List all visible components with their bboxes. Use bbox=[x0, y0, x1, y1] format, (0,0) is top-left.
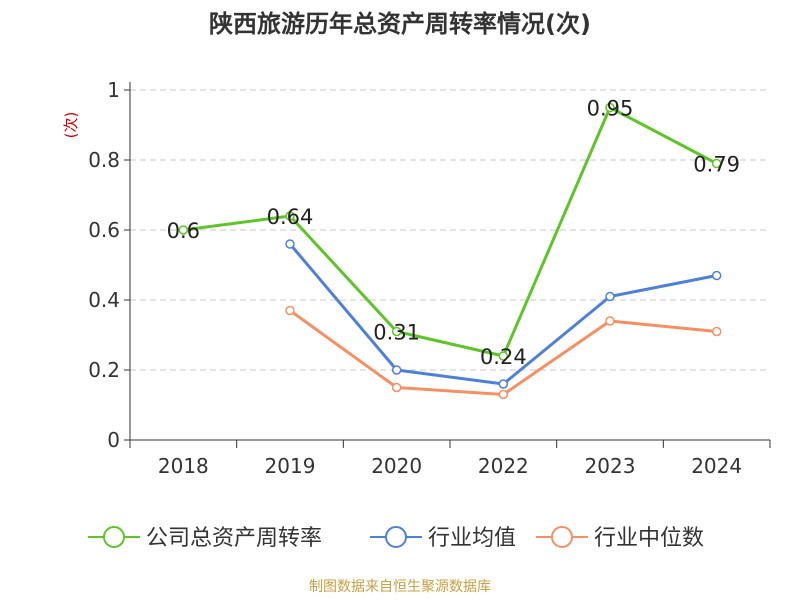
data-point bbox=[711, 326, 722, 337]
legend[interactable]: 公司总资产周转率 行业均值 行业中位数 bbox=[88, 526, 704, 551]
chart-title: 陕西旅游历年总资产周转率情况(次) bbox=[209, 10, 591, 38]
data-point bbox=[498, 379, 509, 389]
legend-marker bbox=[103, 526, 125, 548]
data-point bbox=[391, 365, 402, 375]
legend-label: 公司总资产周转率 bbox=[146, 526, 322, 551]
legend-label: 行业均值 bbox=[428, 526, 516, 551]
x-tick-label: 2019 bbox=[265, 454, 316, 478]
data-point bbox=[285, 305, 295, 316]
y-tick-label: 0.8 bbox=[88, 148, 120, 172]
legend-marker bbox=[385, 526, 407, 548]
series-lines bbox=[178, 102, 722, 400]
data-label: 0.79 bbox=[693, 153, 740, 177]
x-tick-label: 2024 bbox=[691, 454, 742, 478]
x-tick-label: 2023 bbox=[585, 454, 636, 478]
y-tick-label: 1 bbox=[107, 78, 120, 102]
data-point bbox=[711, 270, 722, 281]
x-tick-label: 2022 bbox=[478, 454, 529, 478]
legend-label: 行业中位数 bbox=[594, 526, 704, 551]
data-point bbox=[391, 382, 402, 393]
y-tick-label: 0.2 bbox=[88, 358, 120, 382]
legend-item[interactable]: 公司总资产周转率 bbox=[88, 526, 322, 551]
legend-item[interactable]: 行业均值 bbox=[370, 526, 516, 551]
data-label: 0.95 bbox=[587, 97, 634, 121]
data-labels: 0.6 0.64 0.31 0.24 0.95 0.79 bbox=[167, 97, 740, 370]
grid-lines bbox=[130, 89, 770, 371]
data-point bbox=[605, 291, 615, 302]
legend-item[interactable]: 行业中位数 bbox=[536, 526, 704, 551]
data-point bbox=[391, 326, 402, 337]
data-point bbox=[285, 239, 295, 249]
data-point bbox=[498, 351, 509, 361]
x-tick-label: 2020 bbox=[371, 454, 422, 478]
y-tick-label: 0.6 bbox=[88, 218, 120, 242]
y-axis-label: (次) bbox=[62, 112, 80, 139]
source-footer: 制图数据来自恒生聚源数据库 bbox=[309, 579, 491, 595]
legend-marker bbox=[551, 526, 573, 548]
y-tick-label: 0.4 bbox=[88, 288, 120, 312]
data-label: 0.6 bbox=[167, 219, 200, 243]
data-point bbox=[178, 225, 189, 235]
data-point bbox=[605, 316, 615, 326]
data-point bbox=[498, 389, 509, 400]
data-point bbox=[605, 102, 615, 113]
data-label: 0.64 bbox=[267, 205, 314, 229]
data-point bbox=[711, 158, 722, 169]
y-tick-label: 0 bbox=[107, 428, 120, 452]
axes: 0 0.2 0.4 0.6 0.8 1 2018 2019 2020 2022 2023 2024 (次… bbox=[62, 78, 771, 478]
x-tick-label: 2018 bbox=[158, 454, 209, 478]
data-point bbox=[285, 211, 295, 221]
data-label: 0.31 bbox=[373, 321, 420, 345]
series-line bbox=[183, 106, 718, 358]
data-label: 0.24 bbox=[480, 345, 527, 369]
